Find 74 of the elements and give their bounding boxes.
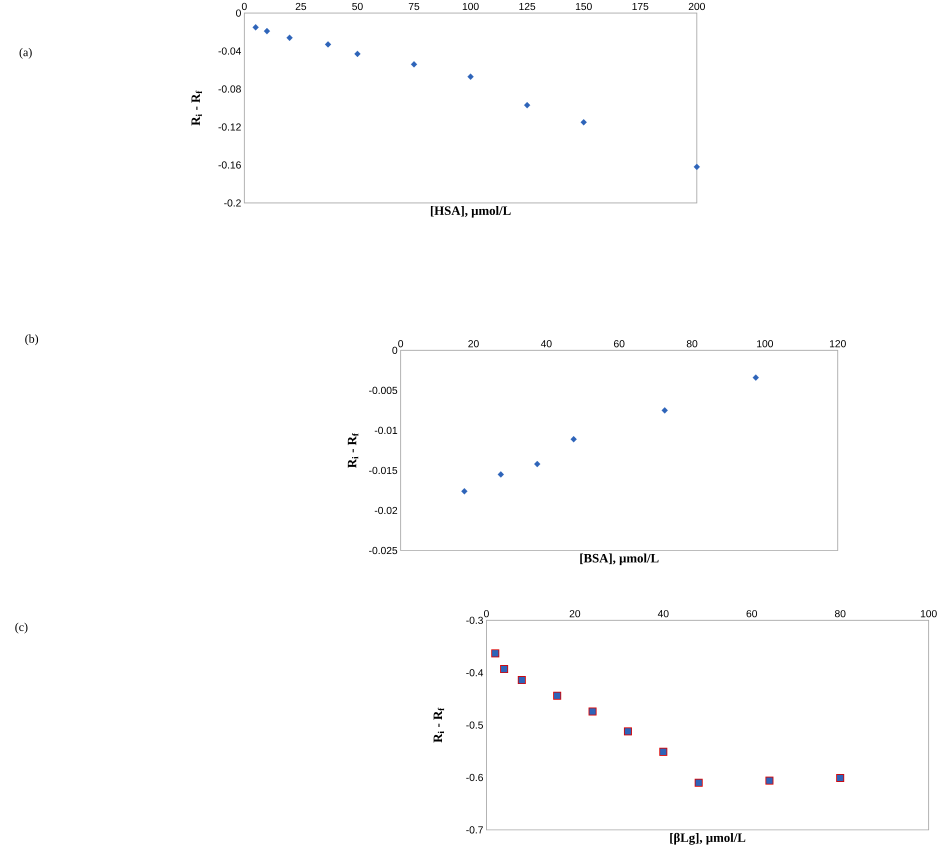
x-tick-label: 150 [576,3,592,10]
y-tick-label: -0.04 [218,48,242,55]
x-tick-label: 40 [658,610,669,618]
x-tick-label: 50 [352,3,363,10]
y-tick-label: -0.6 [466,774,483,782]
x-tick-label: 100 [920,610,937,618]
point [286,34,293,42]
x-tick-label: 175 [632,3,648,10]
x-tick-label: 0 [398,340,404,348]
point [491,650,500,658]
point [553,692,562,700]
x-axis-title: [βLg], µmol/L [670,833,746,845]
x-tick-label: 120 [830,340,846,348]
x-tick-label: 25 [296,3,306,10]
text: (c) [15,622,28,634]
point [659,748,668,756]
point [264,28,270,35]
x-axis-title: [HSA], µmol/L [430,206,511,218]
point [324,41,332,48]
x-tick-label: 100 [462,3,479,10]
y-tick-label: -0.12 [218,124,241,131]
point [410,61,418,68]
x-tick-label: 20 [468,340,479,348]
x-tick-label: 125 [519,3,536,10]
y-tick-label: 0 [392,346,398,354]
y-tick-label: -0.005 [369,386,398,394]
point [662,407,668,414]
x-tick-label: 20 [570,610,580,618]
x-tick-label: 80 [834,610,846,618]
point [518,676,526,684]
x-tick-label: 0 [242,3,247,10]
point [534,461,540,468]
x-tick-label: 0 [484,610,489,618]
x-tick-label: 40 [540,340,552,348]
x-tick-label: 200 [688,3,705,10]
text: (b) [25,334,38,346]
point [836,774,844,782]
point [498,471,504,478]
y-tick-label: -0.01 [374,427,398,434]
y-tick-label: 0 [236,10,241,17]
point [570,436,577,443]
point [752,374,759,382]
point [624,728,632,736]
y-tick-label: -0.16 [218,162,241,169]
y-tick-label: -0.2 [224,200,241,207]
point [354,50,361,58]
point [765,776,774,785]
point [694,778,703,787]
y-tick-label: -0.02 [374,507,398,514]
y-axis-title: R$_{i}$ - R$_{f}$ [434,708,444,743]
y-tick-label: -0.025 [369,547,398,554]
x-tick-label: 75 [408,3,420,10]
point [461,488,468,495]
y-axis-title: R$_{i}$ - R$_{f}$ [192,90,202,126]
y-tick-label: -0.5 [466,722,483,729]
x-tick-label: 100 [757,340,774,348]
point [588,708,597,716]
x-tick-label: 80 [686,340,698,348]
point [467,74,474,80]
x-tick-label: 60 [614,340,624,348]
point [580,119,587,126]
y-tick-label: -0.4 [466,669,484,677]
y-tick-label: -0.08 [218,86,241,93]
y-tick-label: -0.7 [466,826,483,834]
x-tick-label: 60 [746,610,758,618]
point [524,102,530,109]
x-axis-title: [BSA], µmol/L [580,554,659,566]
text: (a) [20,48,32,59]
point [694,164,700,170]
y-tick-label: -0.3 [466,616,483,624]
point [500,665,508,674]
y-tick-label: -0.015 [369,467,398,474]
y-axis-title: R$_{i}$ - R$_{f}$ [348,433,358,468]
point [252,24,259,31]
